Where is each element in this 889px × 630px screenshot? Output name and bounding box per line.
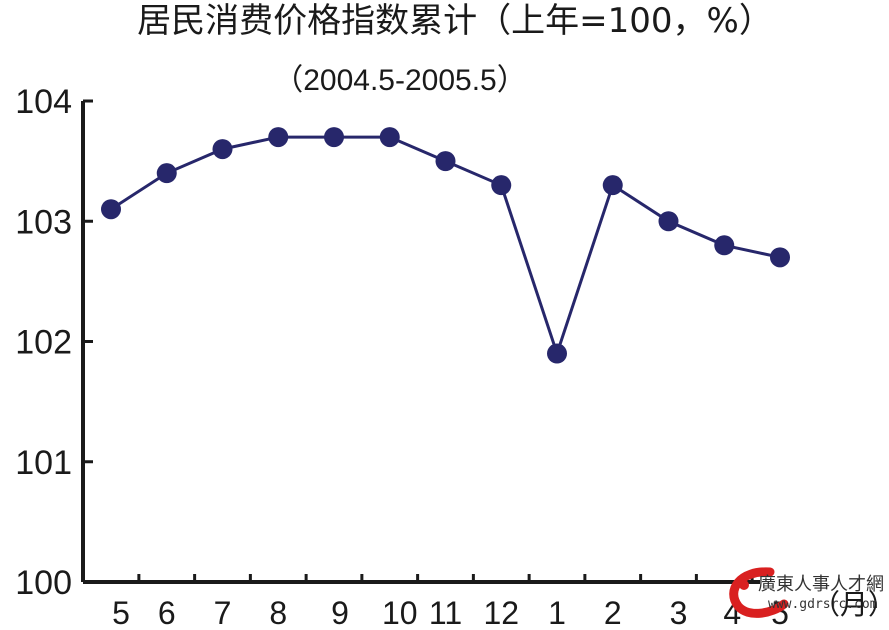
data-point	[101, 199, 121, 220]
y-tick-label: 100	[15, 564, 72, 602]
x-tick-label: 3	[670, 595, 688, 630]
watermark-dot-icon	[739, 580, 749, 590]
x-unit-label: （月）	[812, 588, 889, 621]
data-point	[156, 163, 177, 184]
data-point	[658, 211, 679, 232]
data-point	[268, 127, 289, 148]
x-tick-group: 5 6 7 8 9 10 11 12 1 2 3 4 5	[112, 574, 789, 630]
x-tick-label: 1	[548, 595, 566, 630]
data-point	[547, 343, 567, 364]
x-tick-label: 12	[483, 595, 519, 630]
series-group	[101, 127, 790, 364]
y-tick-label: 102	[15, 324, 72, 362]
data-point	[212, 139, 233, 160]
y-tick-label: 101	[15, 444, 72, 482]
x-tick-label: 2	[604, 595, 622, 630]
chart-subtitle: （2004.5-2005.5）	[273, 64, 527, 97]
watermark: 廣東人事人才網 www.gdrsrc.com	[729, 567, 884, 618]
x-tick-label: 9	[331, 595, 349, 630]
data-point	[491, 175, 512, 196]
data-point	[770, 247, 790, 268]
y-tick-label: 104	[15, 83, 72, 121]
x-tick-label: 11	[429, 595, 462, 630]
x-tick-label: 7	[214, 595, 232, 630]
watermark-url: www.gdrsrc.com	[768, 597, 878, 612]
data-point	[602, 175, 623, 196]
y-tick-group: 100 101 102 103 104	[15, 83, 93, 602]
x-tick-label: 8	[269, 595, 287, 630]
chart-title: 居民消费价格指数累计（上年=100，%）	[137, 1, 773, 41]
watermark-swirl-icon	[729, 567, 789, 618]
x-tick-label: 6	[158, 595, 176, 630]
x-tick-label: 10	[382, 595, 418, 630]
data-point	[714, 235, 735, 256]
data-point	[379, 127, 400, 148]
y-tick-label: 103	[15, 203, 72, 241]
x-tick-label: 5	[112, 595, 130, 630]
data-point	[435, 151, 456, 172]
data-point	[324, 127, 344, 148]
watermark-text: 廣東人事人才網	[758, 574, 884, 595]
